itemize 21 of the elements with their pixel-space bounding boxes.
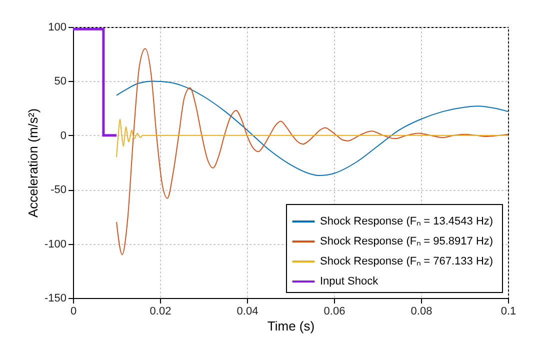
y-tick-label: 100 xyxy=(48,22,66,34)
y-axis-title: Acceleration (m/s²) xyxy=(25,108,40,218)
legend-label: Shock Response (Fₙ = 13.4543 Hz) xyxy=(320,216,494,228)
y-tick-label: 0 xyxy=(60,130,66,142)
x-tick-label: 0.06 xyxy=(324,306,346,318)
x-tick-label: 0.1 xyxy=(500,306,516,318)
y-tick-label: -50 xyxy=(50,184,66,196)
y-tick-label: 50 xyxy=(54,76,66,88)
line-series xyxy=(116,80,508,176)
line-series xyxy=(116,48,508,256)
legend-label: Shock Response (Fₙ = 95.8917 Hz) xyxy=(320,236,494,248)
legend-label: Input Shock xyxy=(320,276,379,288)
x-tick-label: 0.04 xyxy=(236,306,258,318)
x-tick-label: 0.02 xyxy=(150,306,172,318)
y-tick-label: -100 xyxy=(44,238,66,250)
x-axis-title: Time (s) xyxy=(267,318,315,334)
x-tick-label: 0 xyxy=(70,306,77,318)
legend-label: Shock Response (Fₙ = 767.133 Hz) xyxy=(320,256,494,268)
y-tick-label: -150 xyxy=(44,292,66,304)
line-series xyxy=(116,118,508,158)
x-tick-label: 0.08 xyxy=(410,306,432,318)
